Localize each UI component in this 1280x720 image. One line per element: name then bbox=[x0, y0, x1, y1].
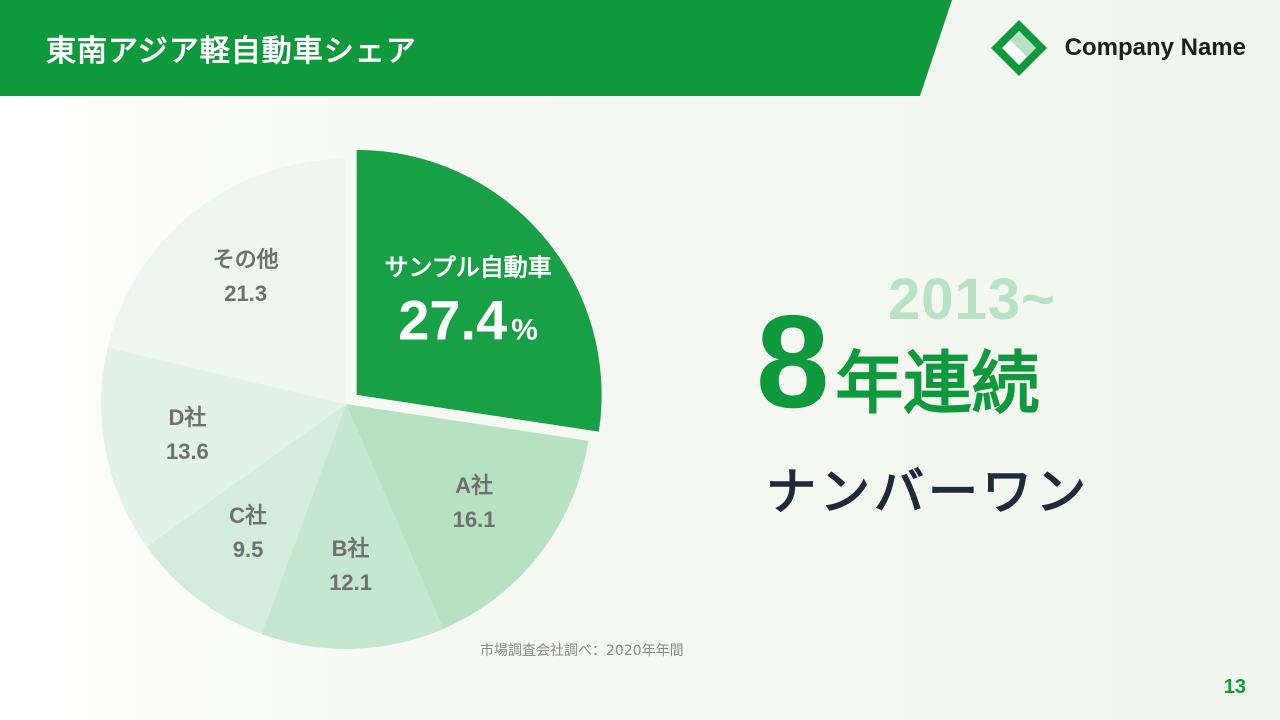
pie-slice bbox=[107, 158, 346, 404]
slice-category: その他 bbox=[212, 247, 279, 273]
claim-number: 8 bbox=[756, 288, 830, 435]
pie-slice-label: その他 21.3 bbox=[213, 243, 279, 311]
pie-slice bbox=[100, 347, 347, 547]
slice-value: 16.1 bbox=[452, 506, 496, 532]
slice-category: B社 bbox=[331, 535, 370, 561]
slice-category: A社 bbox=[455, 472, 494, 498]
page-title: 東南アジア軽自動車シェア bbox=[46, 34, 417, 69]
claim-main: 8 年連続 bbox=[756, 296, 1039, 428]
pie-slice bbox=[261, 404, 444, 650]
pie-slice-label: D社 13.6 bbox=[166, 401, 209, 469]
company-logo-icon bbox=[990, 20, 1047, 76]
company-name: Company Name bbox=[1064, 34, 1246, 61]
claim-suffix: 年連続 bbox=[835, 345, 1040, 424]
slice-unit: % bbox=[511, 313, 538, 347]
page-number: 13 bbox=[1223, 676, 1246, 698]
pie-slice bbox=[146, 404, 346, 634]
pie-slice-label: A社 16.1 bbox=[453, 469, 496, 537]
slice-value: 27.4% bbox=[398, 288, 538, 352]
header-band bbox=[0, 0, 1280, 96]
claim-subtitle: ナンバーワン bbox=[766, 463, 1090, 521]
pie-slice-label: B社 12.1 bbox=[329, 532, 372, 600]
slice-category: サンプル自動車 bbox=[384, 254, 552, 282]
pie-slice-label: C社 9.5 bbox=[229, 499, 267, 567]
pie-slice-label: サンプル自動車 27.4% bbox=[384, 250, 551, 349]
slice-value: 13.6 bbox=[165, 439, 209, 465]
slice-category: D社 bbox=[168, 405, 207, 431]
pie-chart: サンプル自動車 27.4% A社 16.1 B社 12.1 C社 9.5 D社 13.6 その他 21… bbox=[0, 96, 640, 676]
slice-value: 21.3 bbox=[224, 281, 268, 307]
pie-slice bbox=[346, 404, 589, 629]
source-note: 市場調査会社調べ：2020年年間 bbox=[480, 643, 684, 659]
header-background bbox=[0, 0, 952, 96]
slice-value: 9.5 bbox=[232, 536, 264, 562]
slice-value: 12.1 bbox=[329, 569, 373, 595]
slice-category: C社 bbox=[229, 502, 268, 528]
brand: Company Name bbox=[989, 18, 1246, 78]
pie-chart-svg bbox=[100, 149, 602, 650]
pie-slice bbox=[356, 149, 602, 432]
claim-year: 2013~ bbox=[888, 267, 1056, 332]
